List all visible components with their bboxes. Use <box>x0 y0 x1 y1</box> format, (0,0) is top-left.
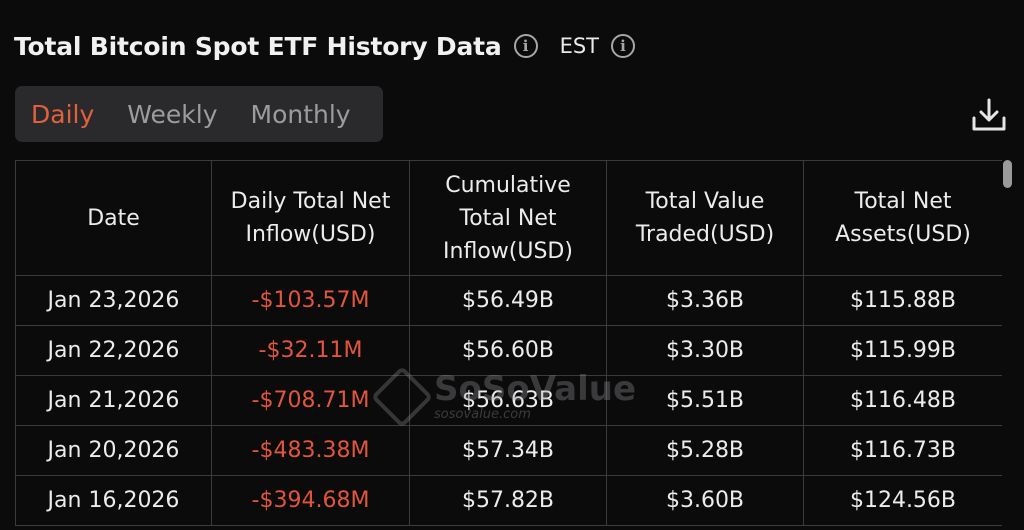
column-header-line: Date <box>87 205 140 231</box>
table-cell: $3.30B <box>606 325 804 376</box>
column-header: Daily Total Net Inflow(USD) <box>211 160 410 276</box>
page-title: Total Bitcoin Spot ETF History Data <box>14 31 502 61</box>
column-header-line: Traded(USD) <box>635 222 775 247</box>
table-cell: $57.82B <box>409 475 607 526</box>
table-cell: $5.28B <box>606 425 804 476</box>
table-row[interactable]: Jan 21,2026 -$708.71M $56.63B $5.51B $116.48… <box>15 375 1002 426</box>
table-cell: $57.34B <box>409 425 607 476</box>
table-cell: -$483.38M <box>211 425 410 476</box>
table-scrollbar[interactable] <box>1003 160 1013 518</box>
table-cell: -$708.71M <box>211 375 410 426</box>
column-header-line: Cumulative <box>445 172 571 198</box>
table-cell: Jan 23,2026 <box>15 275 212 326</box>
scrollbar-thumb[interactable] <box>1003 160 1012 188</box>
table-cell: -$394.68M <box>211 475 410 526</box>
table-cell: $124.56B <box>803 475 1002 526</box>
timezone-label: EST <box>559 34 599 58</box>
table-cell: -$32.11M <box>211 325 410 376</box>
download-button[interactable] <box>970 96 1008 134</box>
column-header-line: Total Net <box>459 205 557 231</box>
etf-history-table: Date Daily Total Net Inflow(USD) Cumulative… <box>15 160 1002 530</box>
table-cell: Jan 16,2026 <box>15 475 212 526</box>
column-header: Cumulative Total Net Inflow(USD) <box>409 160 607 276</box>
table-cell: $56.49B <box>409 275 607 326</box>
table-cell: Jan 21,2026 <box>15 375 212 426</box>
column-header: Date <box>15 160 212 276</box>
table-row[interactable]: Jan 20,2026 -$483.38M $57.34B $5.28B $116.73… <box>15 425 1002 476</box>
table-cell: Jan 20,2026 <box>15 425 212 476</box>
info-icon[interactable]: i <box>513 34 538 58</box>
column-header: Total Value Traded(USD) <box>606 160 804 276</box>
table-cell: $3.60B <box>606 475 804 526</box>
timezone-info-icon[interactable]: i <box>611 34 635 58</box>
period-tabs: Daily Weekly Monthly <box>15 86 383 142</box>
table-cell: Jan 22,2026 <box>15 325 212 376</box>
column-header-line: Total Net <box>854 189 952 214</box>
table-cell: $115.88B <box>803 275 1002 326</box>
table-cell: $116.48B <box>803 375 1002 426</box>
table-cell: $5.51B <box>606 375 804 426</box>
table-row[interactable]: Jan 16,2026 -$394.68M $57.82B $3.60B $124.56… <box>15 475 1002 526</box>
table-row[interactable]: Jan 23,2026 -$103.57M $56.49B $3.36B $115.88… <box>15 275 1002 326</box>
column-header-line: Inflow(USD) <box>245 222 376 247</box>
column-header: Total Net Assets(USD) <box>803 160 1002 276</box>
column-header-line: Daily Total Net <box>230 189 391 214</box>
column-header-line: Inflow(USD) <box>443 238 573 264</box>
tab-weekly[interactable]: Weekly <box>127 99 218 129</box>
table-cell: $116.73B <box>803 425 1002 476</box>
table-row[interactable]: Jan 22,2026 -$32.11M $56.60B $3.30B $115.99B <box>15 325 1002 376</box>
tab-monthly[interactable]: Monthly <box>250 99 351 129</box>
header: Total Bitcoin Spot ETF History Data i ES… <box>14 26 635 66</box>
download-icon <box>972 98 1006 131</box>
column-header-line: Total Value <box>645 189 765 214</box>
table-header-row: Date Daily Total Net Inflow(USD) Cumulative… <box>15 160 1002 276</box>
table-cell: $115.99B <box>803 325 1002 376</box>
table-cell: $3.36B <box>606 275 804 326</box>
column-header-line: Assets(USD) <box>835 222 971 247</box>
table-cell: $56.60B <box>409 325 607 376</box>
tab-daily[interactable]: Daily <box>31 99 95 129</box>
table-cell: -$103.57M <box>211 275 410 326</box>
table-cell: $56.63B <box>409 375 607 426</box>
